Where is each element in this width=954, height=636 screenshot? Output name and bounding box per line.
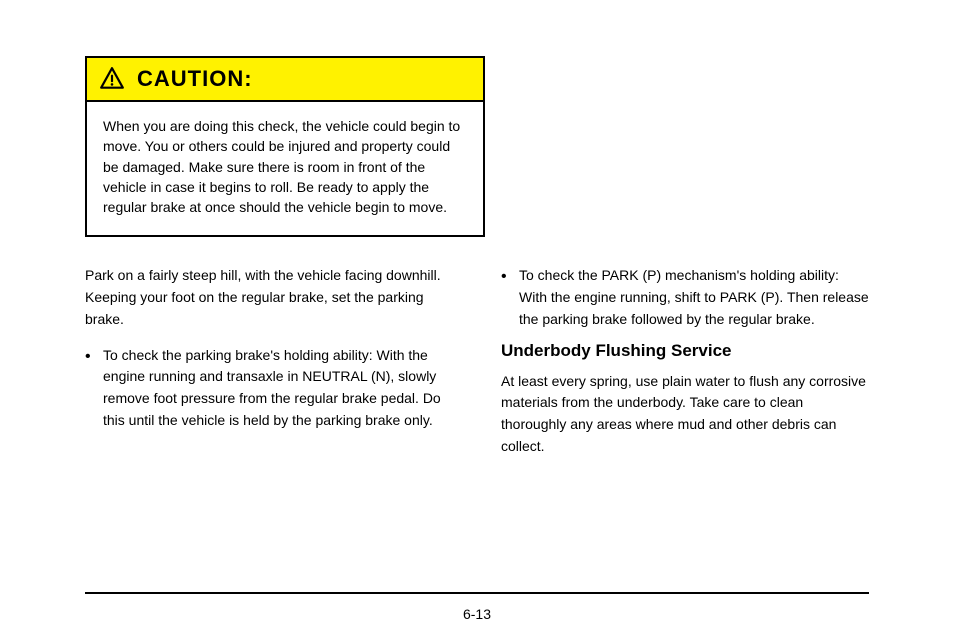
two-column-layout: Park on a fairly steep hill, with the ve… (85, 265, 869, 471)
left-column: Park on a fairly steep hill, with the ve… (85, 265, 453, 471)
footer-rule (85, 592, 869, 594)
caution-box: CAUTION: When you are doing this check, … (85, 56, 485, 237)
warning-triangle-icon (99, 66, 125, 92)
left-bullet-1: To check the parking brake's holding abi… (85, 345, 453, 432)
page-number: 6-13 (0, 606, 954, 622)
left-para-1: Park on a fairly steep hill, with the ve… (85, 265, 453, 330)
left-bullet-list: To check the parking brake's holding abi… (85, 345, 453, 432)
caution-header: CAUTION: (87, 58, 483, 102)
caution-body-text: When you are doing this check, the vehic… (87, 102, 483, 235)
underbody-subhead: Underbody Flushing Service (501, 341, 869, 361)
right-subtext: At least every spring, use plain water t… (501, 371, 869, 458)
right-bullet-1: To check the PARK (P) mechanism's holdin… (501, 265, 869, 330)
right-column: To check the PARK (P) mechanism's holdin… (501, 265, 869, 471)
caution-label: CAUTION: (137, 66, 253, 92)
page-container: CAUTION: When you are doing this check, … (0, 0, 954, 636)
right-bullet-list: To check the PARK (P) mechanism's holdin… (501, 265, 869, 330)
